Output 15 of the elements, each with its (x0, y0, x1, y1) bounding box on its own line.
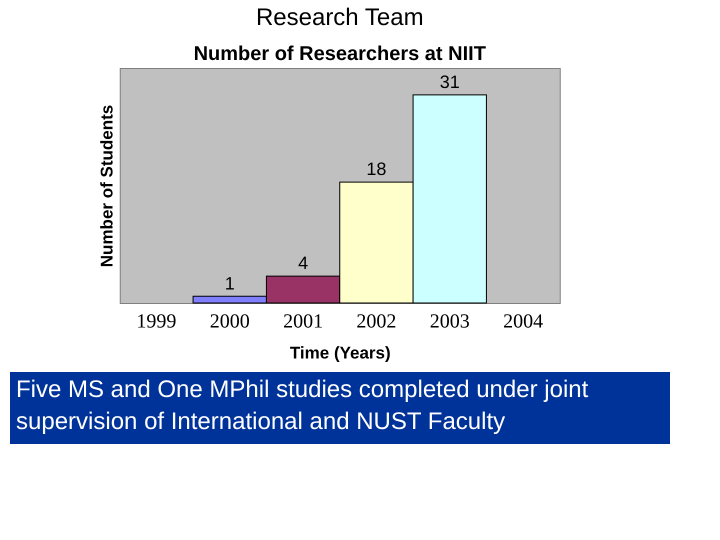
x-tick-label: 2001 (283, 310, 324, 332)
data-label: 18 (366, 159, 386, 180)
x-tick-label: 2003 (430, 310, 470, 332)
data-label: 31 (440, 72, 460, 92)
x-tick-label: 1999 (136, 310, 176, 332)
x-tick-label: 2004 (503, 310, 544, 332)
x-axis-title: Time (Years) (290, 344, 391, 362)
y-axis-title: Number of Students (97, 104, 116, 268)
x-tick-label: 2000 (210, 310, 250, 332)
x-tick-label: 2002 (356, 310, 396, 332)
data-label: 4 (298, 253, 308, 274)
data-label: 1 (224, 273, 235, 294)
chart-subtitle: Number of Researchers at NIIT (194, 43, 486, 65)
text: Five MS and One MPhil studies completed under joint supervision of International and NUST Faculty (16, 376, 589, 435)
chart-title: Research Team (256, 4, 424, 31)
